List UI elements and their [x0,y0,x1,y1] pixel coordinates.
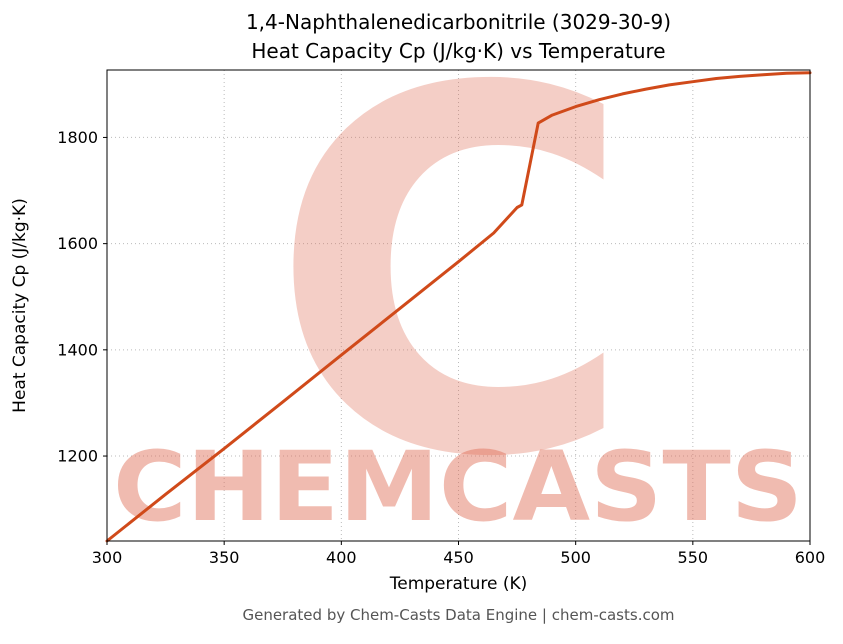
watermark-brand-text: CHEMCASTS [113,431,803,543]
y-axis-label: Heat Capacity Cp (J/kg·K) [10,198,30,413]
chart-title: 1,4-Naphthalenedicarbonitrile (3029-30-9… [107,8,810,66]
data-line-cp-series [105,71,812,543]
x-tick-label: 500 [560,548,591,567]
x-tick-label: 550 [678,548,709,567]
footer-text: Generated by Chem-Casts Data Engine | ch… [242,606,675,624]
x-tick-label: 350 [209,548,240,567]
x-tick-label: 600 [795,548,826,567]
y-tick-label: 1800 [57,128,98,147]
chart-title-line2: Heat Capacity Cp (J/kg·K) vs Temperature [251,39,666,63]
chart-title-line1: 1,4-Naphthalenedicarbonitrile (3029-30-9… [245,10,672,34]
x-axis-label: Temperature (K) [389,574,528,594]
y-tick-label: 1400 [57,340,98,359]
x-tick-label: 400 [326,548,357,567]
y-tick-label: 1200 [57,447,98,466]
x-tick-label: 450 [443,548,474,567]
y-tick-label: 1600 [57,234,98,253]
x-tick-label: 300 [92,548,123,567]
watermark-letter-c: C [269,0,636,566]
